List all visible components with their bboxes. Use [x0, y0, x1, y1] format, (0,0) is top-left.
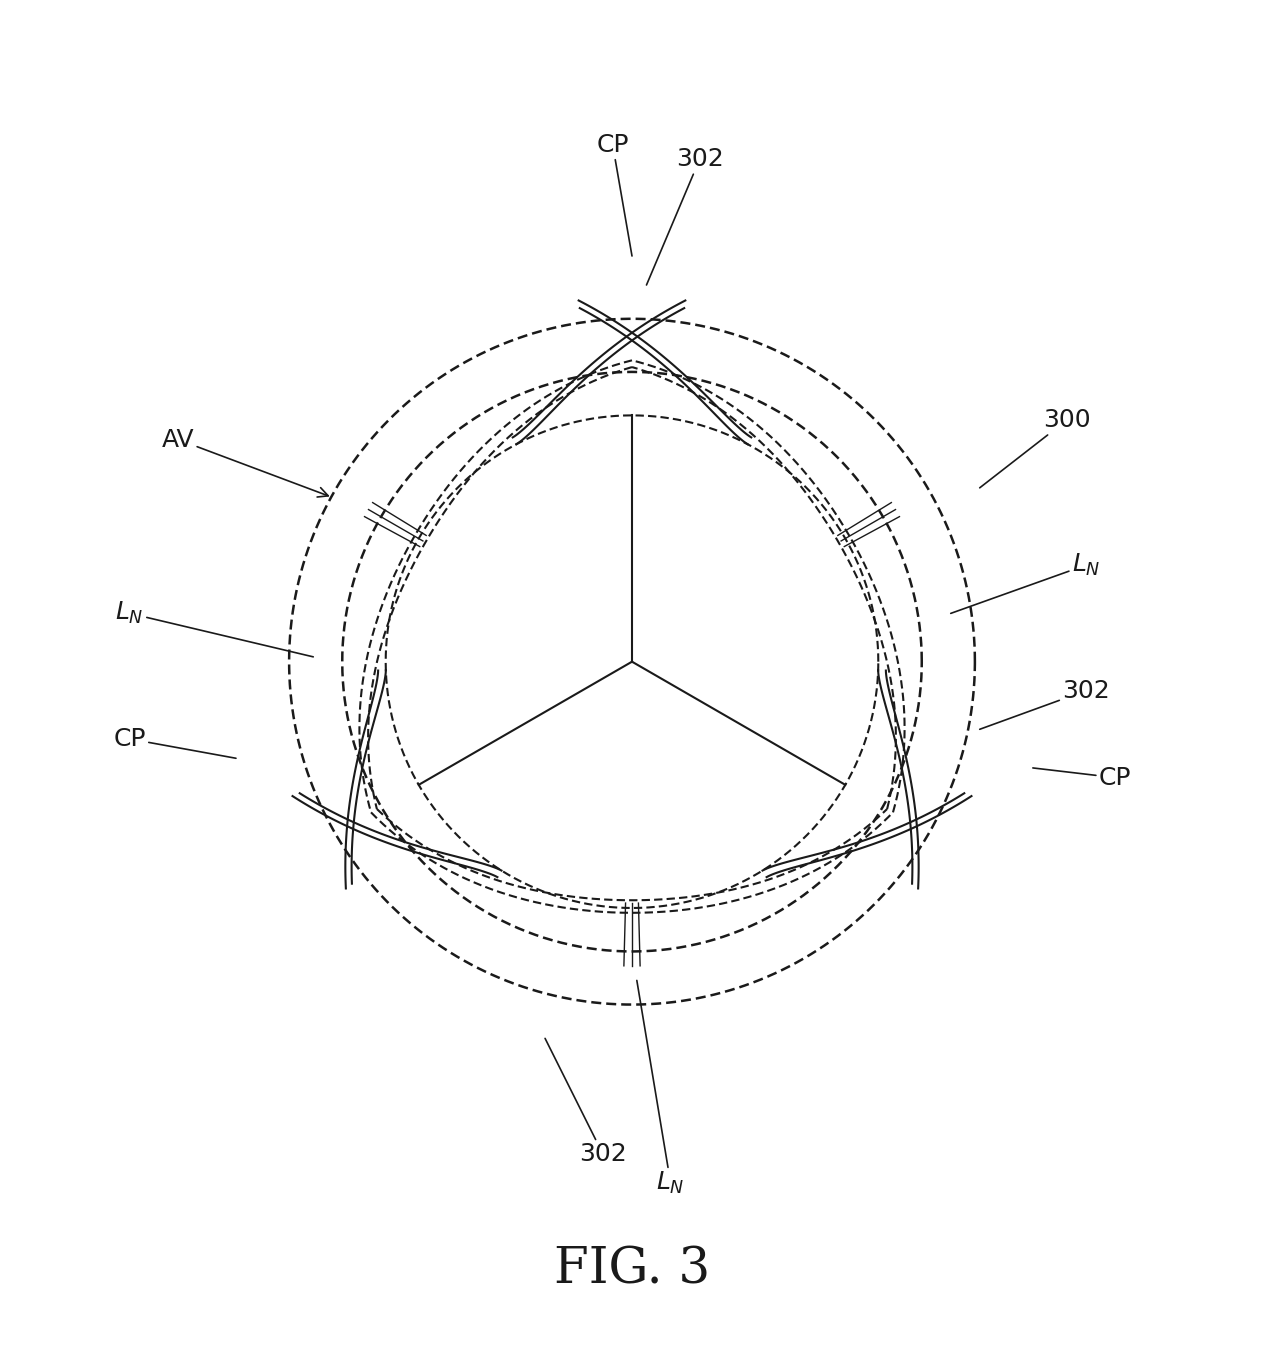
- Text: $L_N$: $L_N$: [951, 552, 1100, 613]
- Text: 302: 302: [646, 147, 723, 285]
- Text: CP: CP: [114, 727, 236, 759]
- Text: 302: 302: [980, 678, 1110, 729]
- Text: AV: AV: [162, 428, 329, 497]
- Text: 302: 302: [545, 1038, 627, 1166]
- Text: CP: CP: [1033, 765, 1131, 790]
- Text: FIG. 3: FIG. 3: [554, 1245, 710, 1295]
- Text: $L_N$: $L_N$: [115, 601, 313, 656]
- Text: 300: 300: [980, 409, 1091, 488]
- Text: CP: CP: [597, 133, 632, 256]
- Text: $L_N$: $L_N$: [637, 981, 685, 1196]
